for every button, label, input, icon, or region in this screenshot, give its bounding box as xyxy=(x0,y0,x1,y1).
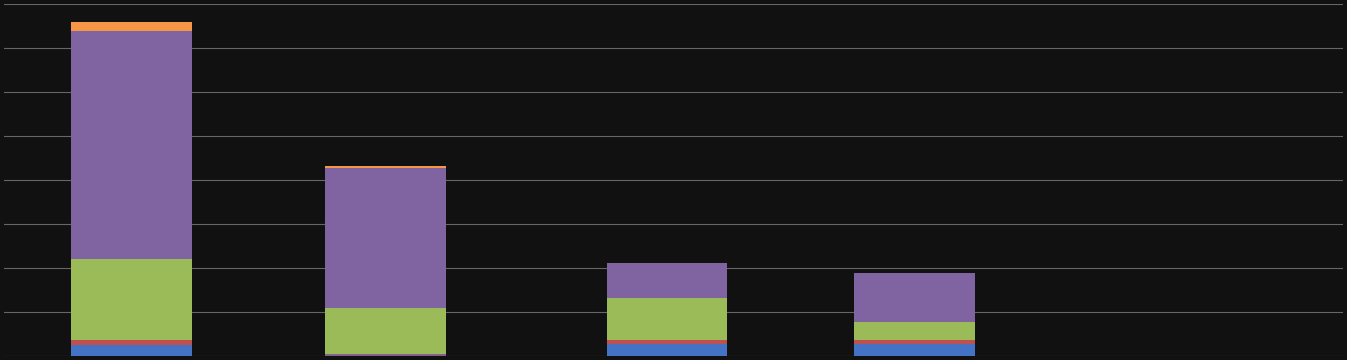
Bar xyxy=(326,355,446,356)
Bar xyxy=(71,31,191,259)
Bar xyxy=(326,168,446,309)
Bar xyxy=(326,166,446,168)
Bar xyxy=(606,340,727,343)
Bar xyxy=(71,340,191,345)
Bar xyxy=(71,345,191,356)
Bar xyxy=(606,343,727,356)
Bar xyxy=(854,323,975,340)
Bar xyxy=(71,259,191,340)
Bar xyxy=(326,354,446,355)
Bar xyxy=(71,22,191,31)
Bar xyxy=(606,298,727,340)
Bar xyxy=(854,343,975,356)
Bar xyxy=(606,263,727,298)
Bar xyxy=(854,340,975,343)
Bar xyxy=(326,309,446,354)
Bar xyxy=(854,273,975,323)
